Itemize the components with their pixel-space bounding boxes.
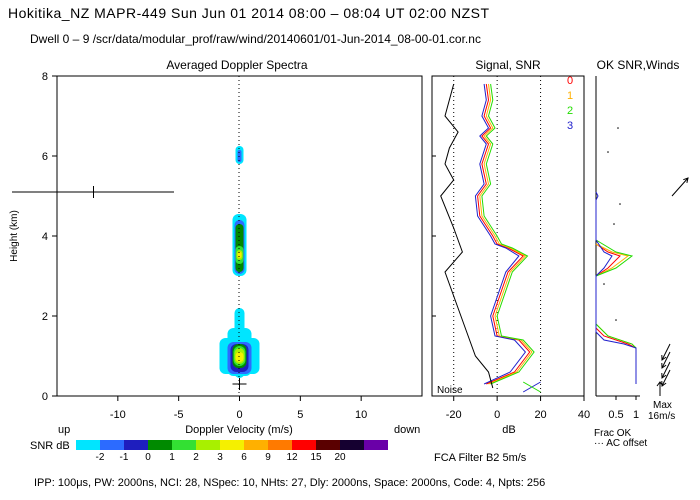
colorbar-swatch <box>124 440 148 450</box>
height-tick-label: 0 <box>42 391 48 403</box>
signal-frame <box>431 75 585 397</box>
acquisition-params: IPP: 100μs, PW: 2000ns, NCI: 28, NSpec: … <box>34 477 546 489</box>
colorbar-tick-label: -1 <box>120 452 129 463</box>
height-tick-label: 6 <box>42 151 48 163</box>
oksnr-series-3 <box>595 191 637 384</box>
signal-axis-label: dB <box>502 424 515 436</box>
colorbar-swatch <box>340 440 364 450</box>
wind-arrow <box>661 351 671 369</box>
spectra-crosses <box>12 186 247 390</box>
wind-arrow <box>661 343 671 361</box>
colorbar-swatch <box>220 440 244 450</box>
colorbar-swatch <box>76 440 100 450</box>
colorbar-tick-label: 2 <box>193 452 199 463</box>
frac-ok-label: Frac OK <box>594 428 632 439</box>
colorbar-tick-label: 6 <box>241 452 247 463</box>
ac-offset-label: ··· AC offset <box>594 438 647 449</box>
wind-arrow-head <box>661 354 667 361</box>
velocity-tick-label: 0 <box>236 409 242 421</box>
colorbar-tick-label: 9 <box>265 452 271 463</box>
velocity-tick-label: 5 <box>297 409 303 421</box>
wind-arrow <box>661 361 671 379</box>
fca-filter-label: FCA Filter B2 5m/s <box>434 452 527 464</box>
height-tick-label: 2 <box>42 311 48 323</box>
colorbar-swatch <box>292 440 316 450</box>
signal-series-3 <box>474 83 527 385</box>
colorbar-tick-label: 15 <box>310 452 322 463</box>
beam-legend-1: 1 <box>567 90 573 102</box>
signal-panel: -20 0 20 40 Noise dB <box>431 75 590 436</box>
velocity-tick-label: -5 <box>174 409 184 421</box>
wind-arrow-head <box>683 177 689 183</box>
ac-offset-dot <box>619 203 621 205</box>
height-axis-label: Height (km) <box>9 210 20 262</box>
velocity-axis: -10 -5 0 5 10 <box>110 396 367 421</box>
noise-label: Noise <box>437 385 463 396</box>
ac-offset-dot <box>607 151 609 153</box>
height-tick-label: 8 <box>42 71 48 83</box>
beam-legend-3: 3 <box>567 120 573 132</box>
signal-tick-label: 0 <box>494 409 500 421</box>
height-axis: 0 2 4 6 8 <box>42 71 57 403</box>
colorbar-swatch <box>148 440 172 450</box>
height-tick-label: 4 <box>42 231 48 243</box>
max-value-label: 16m/s <box>648 411 675 422</box>
colorbar-label: SNR dB <box>30 440 70 452</box>
oksnr-tick-label: 1 <box>633 409 639 421</box>
colorbar-swatch <box>196 440 220 450</box>
colorbar-tick-label: 3 <box>217 452 223 463</box>
down-label: down <box>394 424 420 436</box>
velocity-tick-label: 10 <box>355 409 367 421</box>
up-label: up <box>58 424 70 436</box>
oksnr-tick-label: 0.5 <box>608 409 623 421</box>
signal-series-0 <box>477 83 531 385</box>
ac-offset-dot <box>603 283 605 285</box>
signal-ground-mark <box>522 381 541 393</box>
signal-tick-label: 40 <box>578 409 590 421</box>
dwell-info: Dwell 0 – 9 /scr/data/modular_prof/raw/w… <box>30 32 481 46</box>
oksnr-panel: 0.5 1 0 1 2 3 Frac OK ··· AC offset <box>567 75 647 449</box>
ac-offset-dot <box>615 319 617 321</box>
wind-arrow <box>671 177 689 197</box>
colorbar-tick-label: -2 <box>96 452 105 463</box>
snr-colorbar: SNR dB -2 -1 0 1 2 3 6 9 12 15 20 <box>30 440 388 463</box>
wind-panel: Max 16m/s <box>648 177 689 422</box>
spectra-title: Averaged Doppler Spectra <box>166 58 308 72</box>
oksnr-series-2 <box>595 239 637 384</box>
spectra-panel: 0 2 4 6 8 -10 -5 0 5 10 Height (km) Doppler Velo… <box>9 71 423 436</box>
wind-arrow-head <box>661 380 667 387</box>
colorbar-swatch <box>244 440 268 450</box>
colorbar-tick-label: 1 <box>169 452 175 463</box>
wind-arrow-head <box>661 362 667 369</box>
colorbar-swatch <box>100 440 124 450</box>
wind-arrow-head <box>661 372 667 379</box>
ac-offset-dot <box>617 127 619 129</box>
oksnr-title: OK SNR,Winds <box>597 58 680 72</box>
colorbar-tick-label: 20 <box>334 452 346 463</box>
ac-offset-dot <box>613 223 615 225</box>
max-scale-arrow-head <box>656 381 664 387</box>
signal-series-noise <box>440 83 494 389</box>
velocity-axis-label: Doppler Velocity (m/s) <box>185 424 293 436</box>
colorbar-swatch <box>268 440 292 450</box>
signal-title: Signal, SNR <box>475 58 541 72</box>
colorbar-tick-label: 0 <box>145 452 151 463</box>
plot-header-title: Hokitika_NZ MAPR-449 Sun Jun 01 2014 08:… <box>8 5 490 21</box>
colorbar-tick-label: 12 <box>286 452 298 463</box>
wind-arrow <box>661 369 671 387</box>
beam-legend-2: 2 <box>567 105 573 117</box>
signal-tick-label: 20 <box>534 409 546 421</box>
beam-legend-0: 0 <box>567 75 573 87</box>
max-label: Max <box>653 400 672 411</box>
oksnr-series-1 <box>595 243 637 384</box>
signal-tick-label: -20 <box>446 409 462 421</box>
signal-series-2 <box>481 83 535 385</box>
colorbar-swatch <box>316 440 340 450</box>
velocity-tick-label: -10 <box>110 409 126 421</box>
colorbar-swatch <box>364 440 388 450</box>
colorbar-swatch <box>172 440 196 450</box>
